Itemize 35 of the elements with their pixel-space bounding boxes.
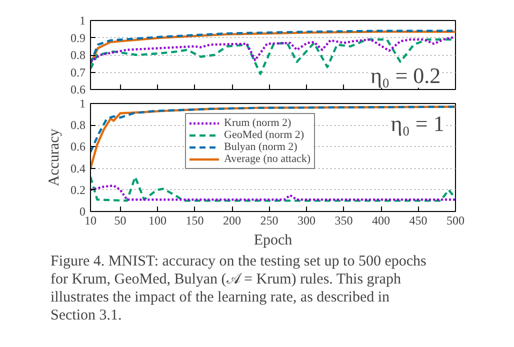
y-tick-label: 1 (80, 96, 86, 110)
x-tick-label: 500 (446, 214, 464, 228)
y-tick-label: 0.7 (70, 65, 86, 80)
line-series (90, 176, 456, 202)
x-tick-label: 350 (334, 214, 353, 228)
x-tick-label: 450 (409, 214, 428, 228)
x-tick-label: 300 (298, 214, 316, 228)
y-tick-label: 0.8 (70, 118, 86, 132)
y-tick-label: 0.6 (70, 140, 86, 154)
y-tick-label: 0 (80, 204, 86, 218)
x-tick-label: 200 (223, 214, 242, 228)
legend-label: Bulyan (norm 2) (224, 141, 298, 153)
x-axis-title: Epoch (254, 232, 293, 248)
y-tick-label: 0.8 (70, 48, 86, 62)
y-tick-label: 0.4 (70, 161, 86, 176)
y-tick-label: 0.6 (70, 82, 86, 96)
x-tick-label: 150 (186, 214, 204, 228)
y-tick-label: 0.2 (70, 182, 86, 197)
x-tick-label: 100 (148, 214, 167, 228)
x-tick-label: 250 (260, 214, 278, 228)
legend-label: Krum (norm 2) (224, 117, 292, 129)
line-series (90, 184, 456, 201)
line-series (90, 106, 456, 154)
y-tick-label: 1 (80, 14, 86, 28)
legend-label: Average (no attack) (224, 153, 311, 165)
x-tick-label: 400 (372, 214, 390, 228)
y-axis-title: Accuracy (46, 128, 62, 186)
line-series (90, 36, 456, 63)
annotation: η₀ = 0.2 (370, 62, 441, 88)
x-tick-label: 10 (84, 214, 96, 228)
y-tick-label: 0.9 (70, 30, 86, 45)
caption: Figure 4. MNIST: accuracy on the testing set up to 500 epochs for Krum, GeoMed, Bulyan (𝒜 = Krum) rules. This graph illustrates the impact of the learning rate, as described in Section 3.1. (50, 254, 427, 324)
annotation: η₀ = 1 (390, 110, 444, 136)
x-tick-label: 50 (114, 214, 126, 228)
legend-label: GeoMed (norm 2) (224, 129, 304, 141)
